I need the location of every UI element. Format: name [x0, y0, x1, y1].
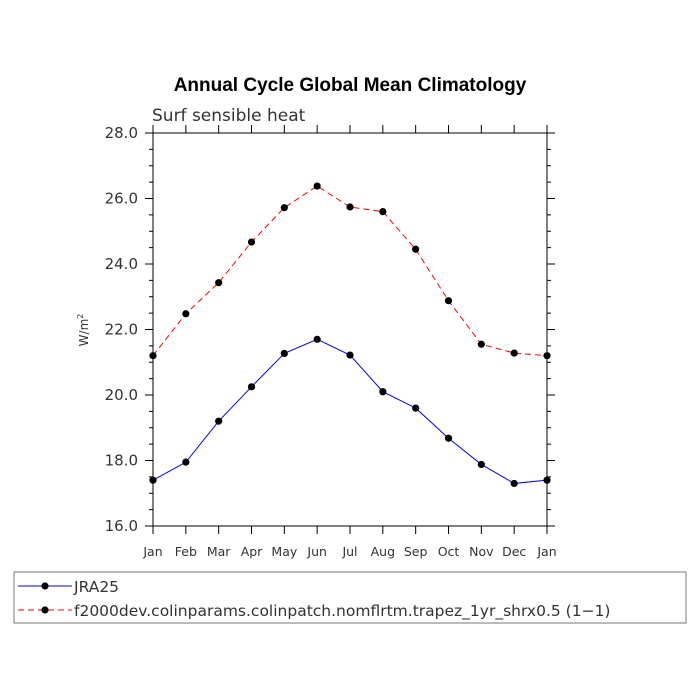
y-tick-label: 20.0 — [105, 386, 138, 404]
data-point-series-2 — [215, 279, 223, 287]
y-tick-label: 18.0 — [105, 452, 138, 470]
x-axis-ticks: Jan Feb Mar Apr May Jun Jul Aug Sep Oct Nov Dec Jan — [142, 125, 557, 559]
y-axis-label-unit: W/m — [77, 319, 91, 347]
x-tick-label: May — [271, 544, 297, 559]
legend: JRA25 f2000dev.colinparams.colinpatch.nom… — [18, 578, 610, 621]
legend-label-1: JRA25 — [73, 578, 119, 596]
x-tick-label: Jan — [536, 544, 556, 559]
plot-frame — [152, 132, 548, 527]
y-tick-label: 24.0 — [105, 255, 138, 273]
data-point-series-2 — [182, 310, 190, 318]
chart-subtitle: Surf sensible heat — [152, 106, 306, 126]
x-tick-label: Jun — [306, 544, 327, 559]
x-tick-label: Oct — [438, 544, 460, 559]
data-point-series-1 — [280, 349, 288, 358]
data-point-series-1 — [149, 476, 157, 484]
data-point-series-1 — [247, 383, 256, 391]
y-tick-label: 28.0 — [105, 124, 138, 142]
series-line-2 — [152, 185, 548, 357]
legend-marker-1 — [41, 582, 49, 590]
x-tick-label: Jul — [341, 544, 357, 559]
legend-label-2: f2000dev.colinparams.colinpatch.nomflrtm… — [74, 602, 610, 621]
data-point-series-1 — [444, 434, 453, 442]
data-point-series-2 — [280, 204, 288, 212]
data-point-series-2 — [149, 352, 157, 360]
y-axis-label: W/m2 — [76, 314, 91, 347]
data-point-series-1 — [346, 351, 354, 359]
x-tick-label: Mar — [207, 544, 231, 559]
chart-title: Annual Cycle Global Mean Climatology — [174, 75, 527, 96]
data-point-series-2 — [346, 203, 354, 211]
data-point-series-2 — [477, 340, 485, 348]
data-point-series-2 — [543, 352, 551, 360]
x-tick-label: Nov — [469, 544, 494, 559]
y-tick-label: 22.0 — [105, 321, 138, 339]
data-point-series-1 — [313, 335, 321, 343]
y-tick-label: 26.0 — [105, 190, 138, 208]
x-tick-label: Feb — [175, 544, 197, 559]
legend-marker-2 — [41, 606, 49, 614]
x-tick-label: Dec — [502, 544, 526, 559]
data-point-series-1 — [543, 476, 551, 484]
data-point-series-2 — [379, 208, 387, 216]
data-point-series-1 — [215, 417, 223, 425]
data-point-series-1 — [412, 404, 420, 412]
x-tick-label: Apr — [241, 544, 263, 559]
data-point-series-1 — [379, 388, 387, 396]
legend-box — [13, 571, 687, 624]
data-point-series-2 — [313, 182, 321, 190]
y-tick-label: 16.0 — [105, 517, 138, 535]
data-point-series-2 — [510, 349, 518, 357]
data-point-series-1 — [510, 479, 518, 488]
series-line-1 — [152, 338, 548, 484]
data-point-series-2 — [247, 238, 256, 246]
data-point-series-1 — [182, 458, 190, 466]
series-layer — [149, 182, 551, 488]
x-tick-label: Jan — [142, 544, 162, 559]
data-point-series-1 — [477, 460, 485, 469]
data-point-series-2 — [412, 245, 420, 253]
x-tick-label: Sep — [404, 544, 428, 559]
x-tick-label: Aug — [371, 544, 395, 559]
y-axis-ticks: 16.0 18.0 20.0 22.0 24.0 26.0 28.0 — [105, 124, 555, 535]
y-axis-label-exponent: 2 — [76, 314, 85, 319]
data-point-series-2 — [444, 297, 453, 305]
